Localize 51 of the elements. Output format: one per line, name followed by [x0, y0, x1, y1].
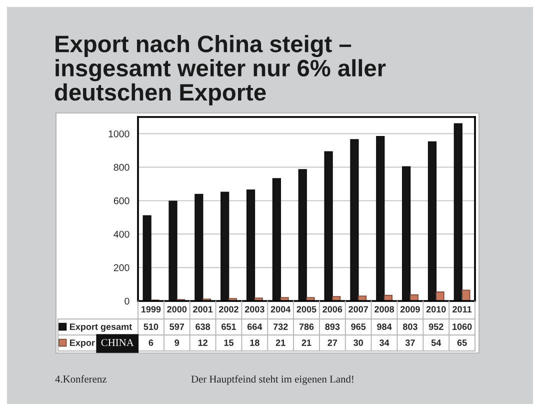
x-tick-label: 2004: [270, 306, 291, 312]
y-tick-label: 400: [114, 230, 130, 238]
legend-label: Expor: [70, 340, 95, 348]
data-label: 893: [325, 324, 340, 330]
x-tick-label: 2008: [374, 306, 394, 312]
data-label: 37: [405, 340, 415, 346]
y-tick-label: 0: [124, 298, 130, 305]
x-tick-label: 1999: [141, 306, 161, 312]
data-label: 30: [354, 340, 363, 346]
x-tick-label: 2001: [193, 306, 213, 312]
text: CHINA: [101, 339, 134, 346]
data-label: 732: [273, 324, 288, 330]
x-tick-label: 2006: [322, 306, 342, 312]
data-label: 597: [170, 324, 184, 330]
x-tick-label: 2005: [296, 306, 316, 312]
data-label: 9: [174, 340, 180, 346]
text: Der Hauptfeind steht im eigenen Land!: [191, 375, 354, 385]
data-label: 984: [377, 324, 392, 330]
data-label: 638: [196, 324, 210, 330]
data-label: 965: [351, 324, 366, 330]
chart-title: Export nach China steigt – insgesamt weiter nur 6% aller deutschen Exporte: [54, 35, 386, 106]
data-label: 803: [402, 324, 418, 330]
data-label: 786: [299, 324, 314, 330]
y-tick-label: 800: [114, 164, 130, 171]
x-tick-label: 2010: [426, 306, 446, 312]
data-label: 27: [328, 340, 338, 346]
x-tick-label: 2003: [244, 306, 264, 313]
data-label: 510: [144, 324, 158, 330]
data-label: 12: [198, 340, 208, 346]
x-tick-label: 2007: [348, 306, 368, 312]
data-label: 6: [148, 340, 154, 346]
data-label: 664: [247, 324, 262, 330]
x-tick-label: 2002: [219, 306, 238, 312]
x-tick-label: 2000: [167, 306, 187, 312]
y-tick-label: 200: [114, 264, 130, 272]
data-label: 21: [302, 340, 312, 346]
legend-label: Export gesamt: [70, 324, 132, 332]
y-tick-label: 1000: [108, 130, 130, 138]
data-label: 651: [222, 324, 236, 330]
data-label: 15: [224, 340, 234, 346]
data-label: 18: [250, 340, 260, 346]
data-label: 21: [276, 340, 286, 346]
data-label: 54: [431, 340, 442, 346]
data-label: 34: [379, 340, 390, 346]
y-tick-label: 600: [114, 197, 130, 204]
data-label: 65: [457, 340, 467, 346]
x-tick-label: 2009: [400, 306, 420, 312]
text: 4.Konferenz: [55, 375, 106, 383]
data-label: 952: [428, 324, 444, 330]
x-tick-label: 2011: [452, 306, 472, 312]
data-label: 1060: [452, 324, 472, 330]
